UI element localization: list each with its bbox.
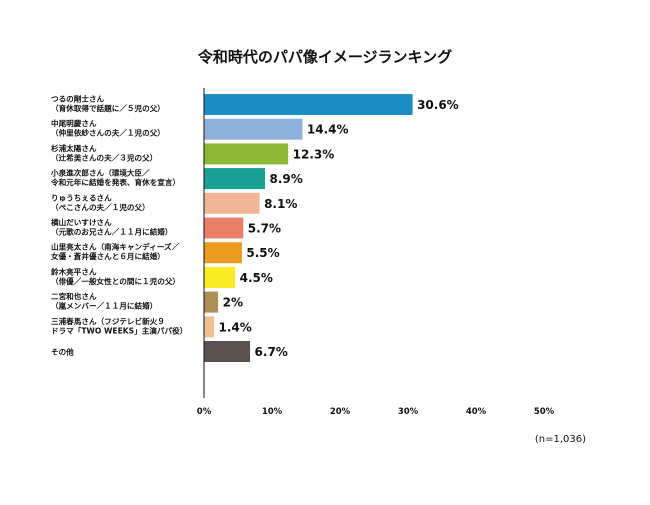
category-label: （ぺこさんの夫／１児の父） [51, 202, 150, 212]
value-label: 5.7% [248, 222, 281, 236]
x-tick-labels: 0% 10% 20% 30% 40% 50% [197, 407, 555, 417]
bars-group [204, 94, 413, 362]
bar [204, 217, 244, 239]
category-label: 山里亮太さん（南海キャンディーズ／ [51, 242, 180, 252]
category-label: （元歌のお兄さん／１１月に結婚） [51, 227, 173, 237]
bar [204, 242, 242, 264]
bar [204, 143, 289, 165]
category-label: （嵐メンバー／１１月に結婚） [51, 301, 157, 311]
x-tick-label: 20% [330, 407, 351, 417]
category-label: （辻希美さんの夫／３児の父） [51, 152, 157, 162]
category-label: 令和元年に結婚を発表、育休を宣言） [50, 177, 180, 187]
value-label: 30.6% [417, 98, 459, 112]
sample-size-note: (n=1,036) [535, 434, 586, 445]
bar [204, 266, 236, 288]
bar [204, 291, 219, 313]
x-tick-label: 50% [534, 407, 555, 417]
x-tick-label: 40% [466, 407, 487, 417]
value-labels: 30.6% 14.4% 12.3% 8.9% 8.1% 5.7% 5.5% 4.5% 2% 1.4… [219, 98, 459, 359]
x-tick-label: 30% [398, 407, 419, 417]
value-label: 12.3% [293, 147, 335, 161]
category-label: （俳優／一般女性との間に１児の父） [51, 276, 180, 286]
category-label: 小泉進次郎さん（環境大臣／ [50, 168, 150, 178]
value-label: 2% [223, 296, 243, 310]
value-label: 1.4% [219, 320, 252, 334]
bar [204, 118, 303, 140]
category-label: 杉浦太陽さん [51, 143, 97, 153]
category-label: （育休取得で話題に／５児の父） [51, 103, 165, 113]
category-label: ドラマ「TWO WEEKS」主演パパ役） [51, 325, 187, 335]
value-label: 6.7% [255, 345, 288, 359]
category-label: （仲里依紗さんの夫／１児の父） [51, 128, 165, 138]
category-label: りゅうちぇるさん [51, 193, 112, 202]
x-tick-label: 0% [197, 407, 212, 417]
category-label: 二宮和也さん [51, 291, 97, 301]
value-label: 14.4% [307, 123, 349, 137]
category-label: 女優・蒼井優さんと６月に結婚） [51, 251, 165, 261]
category-label: 三浦春馬さん（フジテレビ新火９ [51, 316, 165, 326]
value-label: 4.5% [240, 271, 273, 285]
bar [204, 94, 413, 115]
chart-title: 令和時代のパパ像イメージランキング [198, 48, 452, 66]
value-label: 8.9% [270, 172, 303, 186]
category-labels: つるの剛士さん（育休取得で話題に／５児の父） 中尾明慶さん（仲里依紗さんの夫／１児… [50, 94, 187, 357]
bar [204, 168, 266, 190]
category-label: その他 [51, 347, 74, 357]
value-label: 8.1% [264, 197, 297, 211]
category-label: 中尾明慶さん [51, 118, 97, 128]
bar [204, 192, 260, 214]
bar [204, 341, 251, 362]
value-label: 5.5% [246, 246, 279, 260]
category-label: 横山だいすけさん [51, 217, 112, 227]
category-label: つるの剛士さん [51, 94, 105, 104]
category-label: 鈴木亮平さん [51, 266, 97, 276]
bar [204, 316, 215, 338]
x-tick-label: 10% [262, 407, 283, 417]
